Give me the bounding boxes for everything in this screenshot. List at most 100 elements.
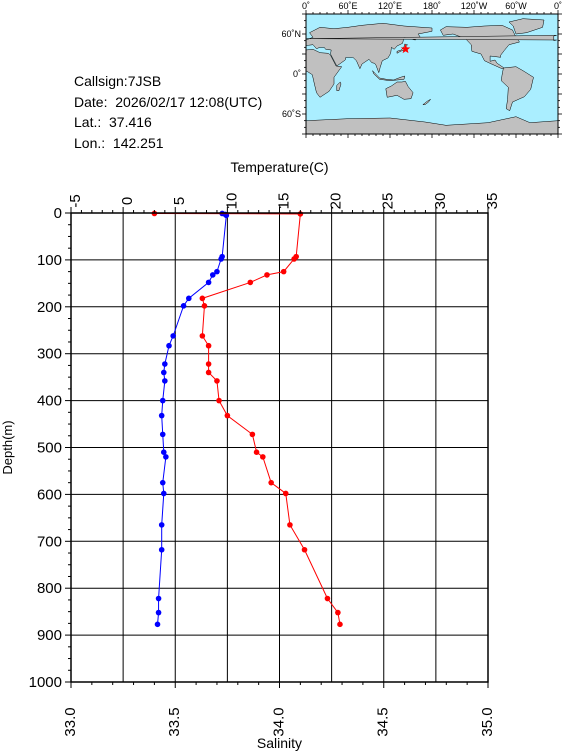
salinity-tick-label: 35.0 <box>479 707 496 736</box>
salinity-point <box>280 268 287 275</box>
temperature-point <box>159 479 166 486</box>
salinity-point <box>268 479 274 486</box>
temperature-point <box>163 454 169 460</box>
salinity-point <box>282 490 289 497</box>
temperature-point <box>205 279 212 286</box>
temperature-point <box>155 609 162 616</box>
temperature-point <box>180 303 187 309</box>
depth-axis-title: Depth(m) <box>0 420 15 474</box>
depth-tick-label: 900 <box>37 627 62 644</box>
depth-tick-label: 0 <box>54 205 62 222</box>
chart-series <box>151 210 343 628</box>
salinity-point <box>249 431 256 438</box>
salinity-point <box>199 333 206 339</box>
salinity-tick-label: 34.5 <box>375 707 392 736</box>
temperature-point <box>158 522 165 528</box>
salinity-point <box>205 369 212 376</box>
temperature-tick-label: 20 <box>328 193 345 210</box>
temperature-point <box>155 595 162 602</box>
temperature-point <box>158 546 165 553</box>
salinity-point <box>214 378 220 384</box>
continent-south-america <box>501 66 534 112</box>
salinity-point <box>337 621 343 628</box>
island-britain <box>306 35 557 42</box>
chart-grid <box>70 212 489 683</box>
temperature-point <box>158 412 165 419</box>
depth-tick-label: 300 <box>37 346 62 363</box>
island-new-zealand <box>422 99 431 105</box>
depth-tick-label: 800 <box>37 580 62 597</box>
depth-tick-label: 600 <box>37 486 62 503</box>
salinity-tick-label: 33.5 <box>166 707 183 736</box>
salinity-point <box>199 295 206 302</box>
salinity-point <box>253 449 260 455</box>
salinity-tick-label: 34.0 <box>270 707 287 736</box>
depth-tick-label: 500 <box>37 440 62 457</box>
temperature-point <box>154 621 161 628</box>
temperature-point <box>162 361 168 367</box>
chart-axes: -5 0 5 10 15 20 25 30 35 Temperature(C) 33.0 33.5 34… <box>0 159 501 751</box>
salinity-point <box>287 522 293 528</box>
map-latitude-label: 60˚S <box>282 109 301 119</box>
map-longitude-label: 120˚W <box>461 1 488 11</box>
date-text: Date: 2026/02/17 12:08(UTC) <box>74 93 263 110</box>
temperature-axis-title: Temperature(C) <box>230 159 328 175</box>
depth-tick-label: 700 <box>37 533 62 550</box>
salinity-point <box>224 412 231 419</box>
depth-tick-label: 100 <box>37 252 62 269</box>
depth-tick-label: 200 <box>37 299 62 316</box>
depth-tick-label: 1000 <box>29 674 62 691</box>
continent-africa <box>305 49 343 98</box>
salinity-point <box>291 256 297 262</box>
salinity-point <box>324 595 331 602</box>
salinity-axis-title: Salinity <box>257 735 302 751</box>
map-latitude-label: 60˚N <box>281 29 301 39</box>
station-star-icon <box>400 44 411 54</box>
temperature-tick-label: -5 <box>67 194 84 207</box>
temperature-point <box>160 449 167 455</box>
salinity-point <box>247 279 254 286</box>
salinity-point <box>260 454 266 460</box>
continent-australia <box>385 81 414 100</box>
island-madagascar <box>336 81 342 91</box>
map-longitude-label: 120˚E <box>378 1 402 11</box>
salinity-tick-label: 33.0 <box>62 707 79 736</box>
salinity-profile-line <box>154 212 341 625</box>
salinity-point <box>264 272 270 278</box>
islands-indonesia <box>372 70 406 81</box>
island-greenland <box>508 18 545 35</box>
temperature-point <box>166 342 172 349</box>
station-info: Callsign:7JSB Date: 2026/02/17 12:08(UTC… <box>74 71 262 153</box>
continent-eurasia <box>305 23 433 74</box>
temperature-point <box>186 295 192 302</box>
map-longitude-label: 60˚E <box>338 1 357 11</box>
temperature-profile-line <box>157 212 227 625</box>
map-longitude-label: 0˚ <box>554 1 562 11</box>
temperature-tick-label: 5 <box>171 197 188 205</box>
map-longitude-label: 60˚W <box>505 1 527 11</box>
salinity-point <box>205 361 212 367</box>
map-latitude-label: 0˚ <box>293 69 301 79</box>
callsign-text: Callsign:7JSB <box>74 73 162 89</box>
map-longitude-label: 180˚ <box>423 1 441 11</box>
salinity-point <box>335 609 341 616</box>
temperature-point <box>160 369 167 376</box>
latitude-text: Lat.: 37.416 <box>74 114 152 130</box>
temperature-point <box>162 378 168 384</box>
depth-tick-label: 400 <box>37 393 62 410</box>
temperature-point <box>170 333 176 339</box>
temperature-point <box>159 397 166 404</box>
longitude-text: Lon.: 142.251 <box>74 134 164 151</box>
salinity-point <box>301 546 308 553</box>
salinity-point <box>205 342 212 349</box>
temperature-tick-label: 10 <box>223 193 240 210</box>
temperature-tick-label: 25 <box>380 193 397 210</box>
temperature-point <box>160 490 167 497</box>
salinity-point <box>201 303 208 309</box>
temperature-point <box>209 272 216 278</box>
temperature-tick-label: 30 <box>432 193 449 210</box>
temperature-point <box>159 431 166 438</box>
map-group: 0˚ 60˚E 120˚E 180˚ 120˚W 60˚W 0˚ 60˚N 0˚ 60˚S <box>281 1 562 138</box>
